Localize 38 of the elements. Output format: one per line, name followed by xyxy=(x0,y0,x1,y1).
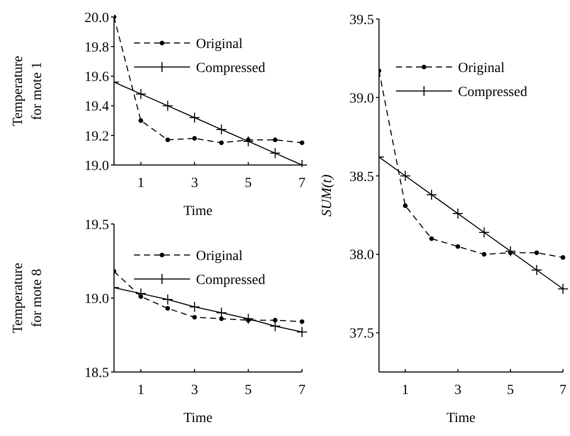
legend-label: Original xyxy=(196,248,243,264)
y-axis-title: Temperature for mote 8 xyxy=(11,262,45,334)
x-tick-label: 5 xyxy=(506,383,514,398)
y-tick-label: 38.0 xyxy=(350,248,374,264)
y-tick-label: 38.5 xyxy=(350,170,374,185)
y-tick-label: 19.2 xyxy=(84,129,109,144)
legend-label: Original xyxy=(458,60,505,76)
x-tick-label: 3 xyxy=(191,176,198,191)
y-tick-label: 39.5 xyxy=(350,12,374,28)
y-axis-title: SUM(t) xyxy=(320,174,335,216)
y-tick-label: 19.4 xyxy=(84,100,109,115)
legend-label: Compressed xyxy=(196,272,266,288)
x-tick-label: 1 xyxy=(137,383,144,398)
y-tick-label: 18.5 xyxy=(84,366,109,381)
y-tick-label: 19.0 xyxy=(84,292,109,307)
x-tick-label: 1 xyxy=(402,383,409,398)
y-tick-label: 19.0 xyxy=(84,158,109,174)
legend-label: Original xyxy=(196,36,243,52)
x-tick-label: 5 xyxy=(244,176,252,191)
x-axis-title: Time xyxy=(446,411,476,426)
x-axis-title: Time xyxy=(183,204,213,219)
x-tick-label: 7 xyxy=(298,176,306,191)
y-tick-label: 37.5 xyxy=(350,326,374,342)
x-axis-title: Time xyxy=(183,411,213,426)
legend-label: Compressed xyxy=(196,60,266,76)
x-tick-label: 1 xyxy=(137,176,144,191)
x-tick-label: 3 xyxy=(191,383,198,398)
y-axis-title: Temperature for mote 1 xyxy=(11,56,45,126)
y-tick-label: 19.8 xyxy=(84,40,109,56)
x-tick-label: 3 xyxy=(454,383,462,398)
x-tick-label: 7 xyxy=(560,383,566,398)
y-tick-label: 39.0 xyxy=(350,91,374,106)
y-tick-label: 19.6 xyxy=(84,70,109,86)
x-tick-label: 7 xyxy=(298,383,306,398)
x-tick-label: 5 xyxy=(244,383,252,398)
legend-label: Compressed xyxy=(458,84,528,100)
y-tick-label: 19.5 xyxy=(84,218,109,233)
y-tick-label: 20.0 xyxy=(84,10,109,26)
